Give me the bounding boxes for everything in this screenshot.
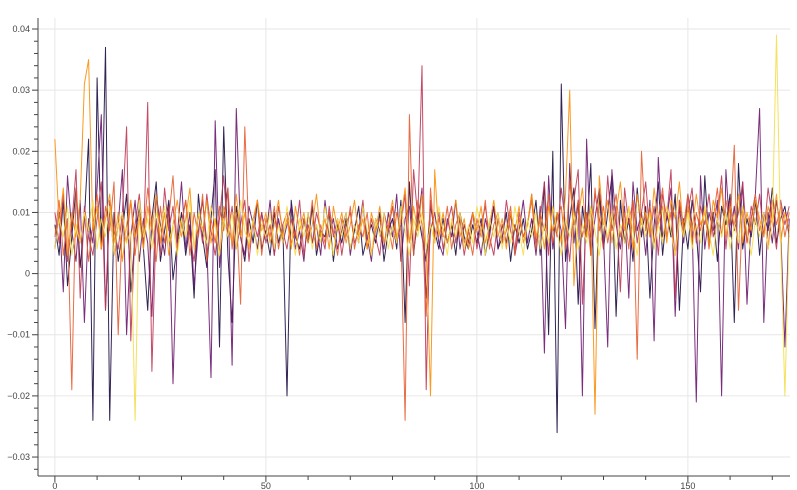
y-tick-label: 0.02 <box>12 146 30 156</box>
plot-area <box>54 34 790 434</box>
x-tick-label: 0 <box>52 481 57 490</box>
series-line-series-4 <box>54 114 790 421</box>
x-tick-label: 150 <box>680 481 695 490</box>
y-tick-label: −0.03 <box>7 452 30 462</box>
series-line-series-2 <box>54 108 790 403</box>
x-tick-label: 50 <box>261 481 271 490</box>
x-tick-label: 100 <box>469 481 484 490</box>
y-tick-label: −0.02 <box>7 391 30 401</box>
y-tick-label: 0 <box>25 269 30 279</box>
y-tick-label: 0.03 <box>12 85 30 95</box>
y-tick-label: 0.01 <box>12 207 30 217</box>
series-line-series-6 <box>54 34 790 421</box>
axes: 0 50 100 150 −0.03 −0.02 −0.01 0 0.01 0.02 0.03 0.0… <box>7 18 790 490</box>
series-line-series-5 <box>54 59 790 415</box>
y-tick-label: −0.01 <box>7 330 30 340</box>
grid-lines <box>38 18 790 476</box>
y-tick-label: 0.04 <box>12 24 30 34</box>
